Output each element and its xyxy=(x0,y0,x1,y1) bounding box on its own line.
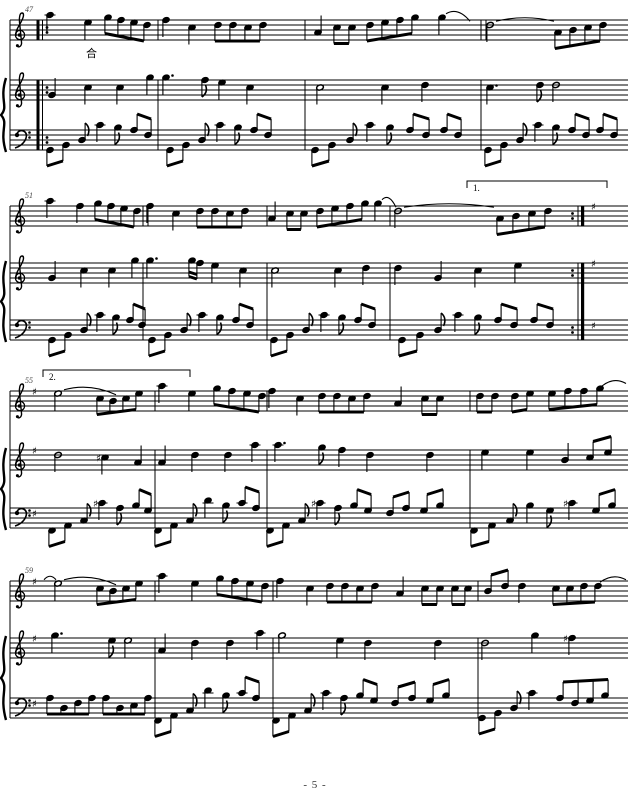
piano-treble-staff: ♯♯ xyxy=(10,629,628,666)
key-signature-sharp: ♯ xyxy=(32,634,37,645)
end-repeat-barline xyxy=(571,206,585,340)
treble-clef-icon xyxy=(14,198,26,234)
svg-text:♯: ♯ xyxy=(32,446,37,457)
treble-clef-icon xyxy=(14,383,26,419)
treble-clef-icon xyxy=(14,630,26,666)
svg-text:♯: ♯ xyxy=(591,321,596,332)
key-signature-sharp: ♯ xyxy=(32,509,37,520)
measure-number: 51 xyxy=(25,191,33,200)
treble-clef-icon xyxy=(14,12,26,48)
volta-label: 2. xyxy=(49,372,56,382)
piano-treble-staff xyxy=(10,72,628,108)
bass-clef-icon xyxy=(14,697,31,717)
svg-text:♯: ♯ xyxy=(96,453,101,464)
measure-number: 47 xyxy=(25,5,34,14)
courtesy-sharp: ♯ xyxy=(591,202,596,213)
svg-text:♯: ♯ xyxy=(32,699,37,710)
system-47: 47 合 xyxy=(0,5,628,168)
svg-text:♯: ♯ xyxy=(311,499,316,510)
svg-text:♯: ♯ xyxy=(563,634,568,645)
measure-number: 55 xyxy=(25,376,33,385)
svg-text:♯: ♯ xyxy=(591,202,596,213)
treble-clef-icon xyxy=(14,255,26,291)
melody-staff: ♯ xyxy=(10,380,628,419)
treble-clef-icon xyxy=(14,573,26,609)
grand-staff-brace xyxy=(0,77,8,153)
piano-treble-staff: ♯ xyxy=(10,255,628,291)
svg-text:合: 合 xyxy=(86,46,97,60)
volta-bracket: 1. xyxy=(466,180,608,193)
grand-staff-brace xyxy=(0,447,8,531)
measure-number: 59 xyxy=(25,566,33,575)
bass-clef-icon xyxy=(14,129,31,149)
piano-bass-staff: ♯ xyxy=(10,302,628,358)
svg-text:♯: ♯ xyxy=(32,509,37,520)
treble-clef-icon xyxy=(14,72,26,108)
begin-repeat-barline xyxy=(36,20,49,150)
melody-staff xyxy=(10,10,628,50)
svg-text:♯: ♯ xyxy=(93,499,98,510)
courtesy-sharp: ♯ xyxy=(591,259,596,270)
svg-text:♯: ♯ xyxy=(563,499,568,510)
melody-staff: ♯ xyxy=(10,196,628,236)
svg-text:♯: ♯ xyxy=(32,634,37,645)
svg-text:♯: ♯ xyxy=(591,259,596,270)
system-55: 55♯♯♯♯♯ ♯ ♯2. xyxy=(0,369,628,548)
svg-text:♯: ♯ xyxy=(32,577,37,588)
key-signature-sharp: ♯ xyxy=(32,387,37,398)
volta-bracket: 2. xyxy=(42,369,191,382)
bass-clef-icon xyxy=(14,507,31,527)
melody-staff: ♯ xyxy=(10,568,628,609)
volta-label: 1. xyxy=(473,183,480,193)
piano-bass-staff: ♯ ♯ ♯ ♯ xyxy=(10,485,628,548)
page-number: - 5 - xyxy=(303,779,327,791)
lyric-syllable: 合 xyxy=(86,46,97,60)
piano-bass-staff: ♯ xyxy=(10,675,628,738)
piano-treble-staff: ♯♯ xyxy=(10,435,628,478)
system-59: 59♯♯ ♯♯ xyxy=(0,566,628,738)
key-signature-sharp: ♯ xyxy=(32,446,37,457)
system-51: 51 ♯ ♯ ♯ 1. xyxy=(0,180,628,358)
courtesy-sharp: ♯ xyxy=(591,321,596,332)
piano-bass-staff xyxy=(10,112,628,168)
key-signature-sharp: ♯ xyxy=(32,577,37,588)
grand-staff-brace xyxy=(0,260,8,343)
svg-text:♯: ♯ xyxy=(32,387,37,398)
grand-staff-brace xyxy=(0,635,8,721)
key-signature-sharp: ♯ xyxy=(32,699,37,710)
treble-clef-icon xyxy=(14,442,26,478)
bass-clef-icon xyxy=(14,319,31,339)
